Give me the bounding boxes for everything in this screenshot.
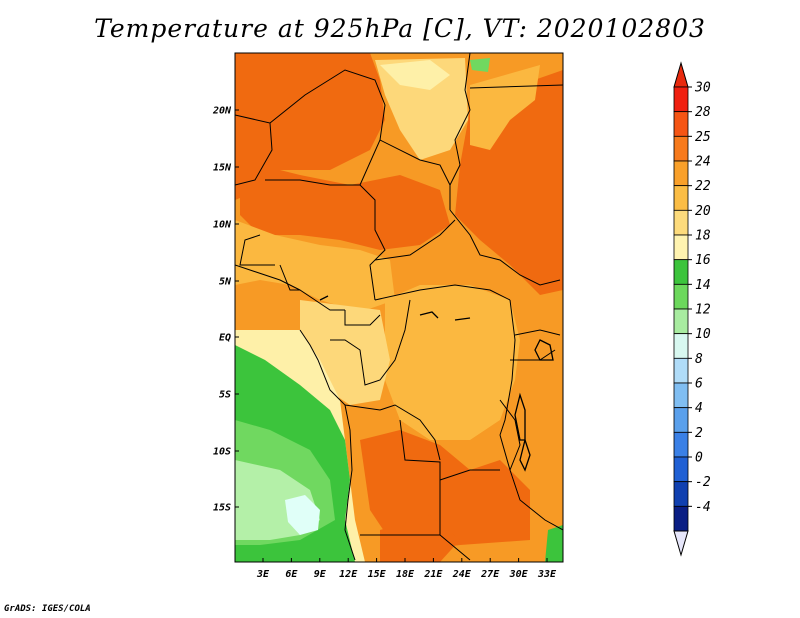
colorbar-swatch — [673, 209, 689, 236]
colorbar-bottom-cap — [673, 530, 689, 557]
colorbar-swatch — [673, 86, 689, 113]
colorbar-label: 28 — [695, 105, 711, 120]
colorbar-label: 10 — [695, 327, 711, 342]
colorbar-label: -4 — [695, 500, 711, 515]
field-pale-north — [380, 60, 450, 90]
field-hot-sahel — [240, 160, 450, 250]
lat-tick-label: 10N — [213, 220, 232, 231]
colorbar-swatch — [673, 283, 689, 310]
field-hot-north — [235, 53, 385, 200]
lon-tick-label: 15E — [368, 569, 387, 580]
colorbar-label: 14 — [695, 278, 711, 293]
colorbar-label: 2 — [695, 426, 703, 441]
colorbar-label: -2 — [695, 475, 711, 490]
colorbar-swatch — [673, 160, 689, 187]
colorbar-label: 12 — [695, 303, 711, 318]
lat-tick-label: 10S — [213, 447, 231, 458]
colorbar-label: 8 — [695, 352, 703, 367]
field-cyan-patch — [285, 495, 320, 535]
colorbar-label: 16 — [695, 253, 711, 268]
lat-tick-label: 15S — [213, 503, 231, 514]
colorbar-swatch — [673, 407, 689, 433]
lon-tick-label: 18E — [396, 569, 415, 580]
field-green-north — [470, 58, 490, 72]
field-mild-coast — [235, 220, 395, 312]
colorbar-swatch — [673, 481, 689, 507]
colorbar-swatch — [673, 333, 689, 359]
lon-tick-label: 24E — [452, 569, 472, 580]
lon-tick-label: 12E — [339, 569, 358, 580]
field-mild-congo — [385, 285, 520, 440]
colorbar-swatch — [673, 111, 689, 137]
colorbar-label: 0 — [695, 451, 703, 466]
colorbar-label: 22 — [695, 179, 711, 194]
colorbar-top-cap — [673, 61, 689, 88]
latitude-axis: 20N 15N 10N 5N EQ 5S 10S 15S — [212, 106, 239, 514]
temperature-field — [235, 53, 563, 562]
lat-tick-label: 20N — [212, 106, 232, 117]
lon-tick-label: 27E — [480, 569, 500, 580]
field-hot-south — [360, 430, 530, 550]
lat-tick-label: 5N — [219, 277, 232, 288]
colorbar-label: 25 — [695, 130, 711, 145]
lon-tick-label: 3E — [256, 569, 270, 580]
lat-tick-label: 15N — [213, 163, 232, 174]
lon-tick-label: 33E — [537, 569, 557, 580]
field-green-se — [545, 525, 563, 562]
colorbar-swatch — [673, 505, 689, 532]
lon-tick-label: 30E — [509, 569, 529, 580]
lat-tick-label: 5S — [219, 390, 231, 401]
lat-tick-label: EQ — [219, 333, 231, 344]
colorbar-label: 30 — [694, 81, 711, 96]
colorbar-swatch — [673, 259, 689, 285]
colorbar-swatch — [673, 431, 689, 458]
colorbar-label: 20 — [695, 204, 711, 219]
colorbar-label: 24 — [695, 155, 711, 170]
chart-title: Temperature at 925hPa [C], VT: 202010280… — [94, 14, 706, 43]
colorbar-label: 6 — [695, 377, 703, 392]
colorbar-swatch — [673, 357, 689, 384]
colorbar-swatch — [673, 135, 689, 162]
colorbar-swatch — [673, 185, 689, 211]
colorbar-label: 18 — [695, 229, 711, 244]
country-borders — [235, 53, 563, 561]
credit-label: GrADS: IGES/COLA — [4, 604, 91, 614]
colorbar-label: 4 — [695, 401, 703, 416]
colorbar-swatch — [673, 382, 689, 409]
colorbar-swatch — [673, 456, 689, 483]
field-pale-sahara — [375, 58, 468, 160]
map-frame — [234, 52, 564, 563]
lon-tick-label: 6E — [285, 569, 298, 580]
lon-tick-label: 21E — [423, 569, 443, 580]
colorbar-swatch — [673, 308, 689, 335]
lon-tick-label: 9E — [314, 569, 327, 580]
colorbar-swatch — [673, 234, 689, 261]
lakes — [319, 295, 554, 472]
longitude-axis: 3E 6E 9E 12E 15E 18E 21E 24E 27E 30E 33E — [256, 558, 557, 580]
